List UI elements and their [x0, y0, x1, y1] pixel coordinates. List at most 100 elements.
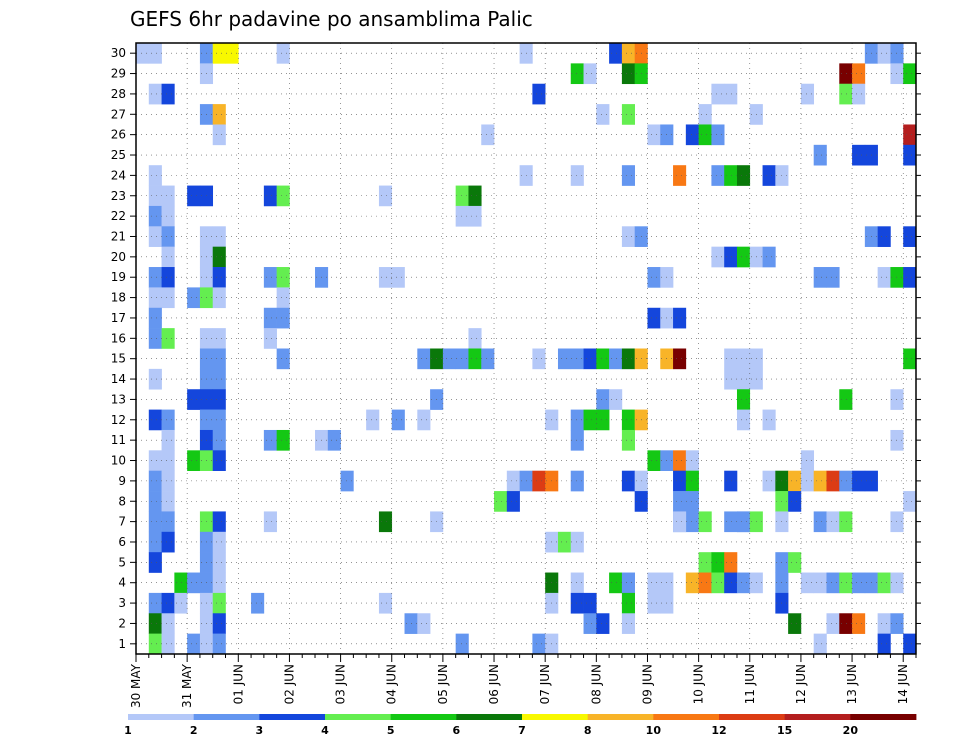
colorbar-swatch — [653, 714, 720, 720]
heatmap-cell — [711, 83, 725, 105]
heatmap-cell — [621, 104, 635, 125]
heatmap-cell — [813, 470, 827, 492]
colorbar-label: 1 — [124, 724, 132, 737]
heatmap-cell — [570, 348, 584, 370]
heatmap-cell — [724, 83, 738, 105]
heatmap-cell — [570, 470, 584, 492]
heatmap-cell — [609, 389, 623, 410]
heatmap-cell — [174, 572, 188, 594]
heatmap-cell — [673, 470, 687, 492]
heatmap-cell — [327, 429, 341, 451]
y-tick-label: 16 — [111, 331, 126, 345]
heatmap-cell — [685, 511, 699, 533]
x-tick-label: 12 JUN — [794, 664, 808, 704]
y-tick-label: 8 — [118, 494, 126, 508]
heatmap-cell — [647, 124, 661, 146]
y-tick-label: 28 — [111, 87, 126, 101]
heatmap-cell — [621, 409, 635, 431]
heatmap-cell — [212, 429, 226, 451]
heatmap-cell — [596, 409, 610, 431]
heatmap-cell — [698, 104, 712, 125]
heatmap-cell — [263, 267, 277, 288]
y-tick-label: 5 — [118, 555, 126, 569]
colorbar-label: 3 — [256, 724, 264, 737]
x-tick-label: 05 JUN — [436, 664, 450, 704]
heatmap-cell — [736, 572, 751, 594]
heatmap-cell — [583, 63, 597, 85]
heatmap-cell — [826, 267, 840, 288]
heatmap-cell — [647, 307, 661, 329]
y-tick-label: 18 — [111, 291, 126, 305]
heatmap-cell — [711, 552, 725, 573]
heatmap-cell — [276, 267, 290, 288]
heatmap-cell — [903, 226, 917, 247]
heatmap-cell — [161, 246, 175, 268]
heatmap-cell — [148, 511, 162, 533]
heatmap-cell — [877, 633, 891, 655]
heatmap-cell — [724, 552, 738, 573]
heatmap-cell — [506, 470, 520, 492]
heatmap-cell — [161, 633, 175, 655]
heatmap-cell — [839, 63, 853, 85]
heatmap-cell — [903, 124, 917, 146]
colorbar-label: 15 — [777, 724, 792, 737]
heatmap-cell — [161, 511, 175, 533]
heatmap-cell — [161, 267, 175, 288]
heatmap-cell — [711, 572, 725, 594]
heatmap-cell — [736, 511, 751, 533]
heatmap-cell — [673, 348, 687, 370]
heatmap-cell — [494, 491, 508, 512]
heatmap-cell — [276, 348, 290, 370]
x-tick-label: 03 JUN — [334, 664, 348, 704]
heatmap-cell — [621, 429, 635, 451]
heatmap-cell — [225, 43, 239, 64]
heatmap-cell — [736, 348, 751, 370]
heatmap-cell — [187, 633, 201, 655]
heatmap-cell — [583, 348, 597, 370]
x-tick-label: 09 JUN — [640, 664, 654, 704]
heatmap-cell — [736, 409, 751, 431]
heatmap-cell — [212, 368, 226, 390]
heatmap-cell — [340, 470, 354, 492]
colorbar-label: 2 — [190, 724, 198, 737]
heatmap-cell — [481, 348, 495, 370]
y-tick-label: 27 — [111, 107, 126, 121]
heatmap-cell — [673, 491, 687, 512]
heatmap-cell — [161, 185, 175, 207]
x-tick-label: 04 JUN — [385, 664, 399, 704]
colorbar-label: 20 — [843, 724, 859, 737]
heatmap-cell — [685, 450, 699, 471]
heatmap-cell — [903, 348, 917, 370]
heatmap-cell — [685, 470, 699, 492]
heatmap-cell — [532, 633, 546, 655]
heatmap-cell — [212, 246, 226, 268]
heatmap-cell — [148, 307, 162, 329]
colorbar-swatch — [587, 714, 654, 720]
y-tick-label: 24 — [111, 168, 126, 182]
heatmap-cell — [148, 83, 162, 105]
heatmap-cell — [673, 165, 687, 186]
heatmap-cell — [826, 613, 840, 634]
heatmap-cell — [212, 226, 226, 247]
heatmap-cell — [903, 267, 917, 288]
heatmap-cell — [596, 104, 610, 125]
heatmap-cell — [366, 409, 380, 431]
heatmap-cell — [711, 165, 725, 186]
heatmap-cell — [852, 83, 866, 105]
heatmap-cell — [161, 450, 175, 471]
x-tick-label: 30 MAY — [129, 663, 143, 708]
y-tick-label: 29 — [111, 67, 126, 81]
heatmap-cell — [788, 552, 802, 573]
heatmap-cell — [813, 144, 827, 166]
heatmap-cell — [276, 43, 290, 64]
y-tick-label: 6 — [118, 535, 126, 549]
heatmap-cell — [212, 124, 226, 146]
heatmap-cell — [455, 633, 469, 655]
heatmap-cell — [736, 389, 751, 410]
heatmap-cell — [148, 531, 162, 553]
heatmap-cell — [621, 165, 635, 186]
heatmap-cells — [136, 43, 917, 655]
x-tick-label: 10 JUN — [692, 664, 706, 704]
heatmap-cell — [800, 572, 815, 594]
heatmap-cell — [788, 491, 802, 512]
